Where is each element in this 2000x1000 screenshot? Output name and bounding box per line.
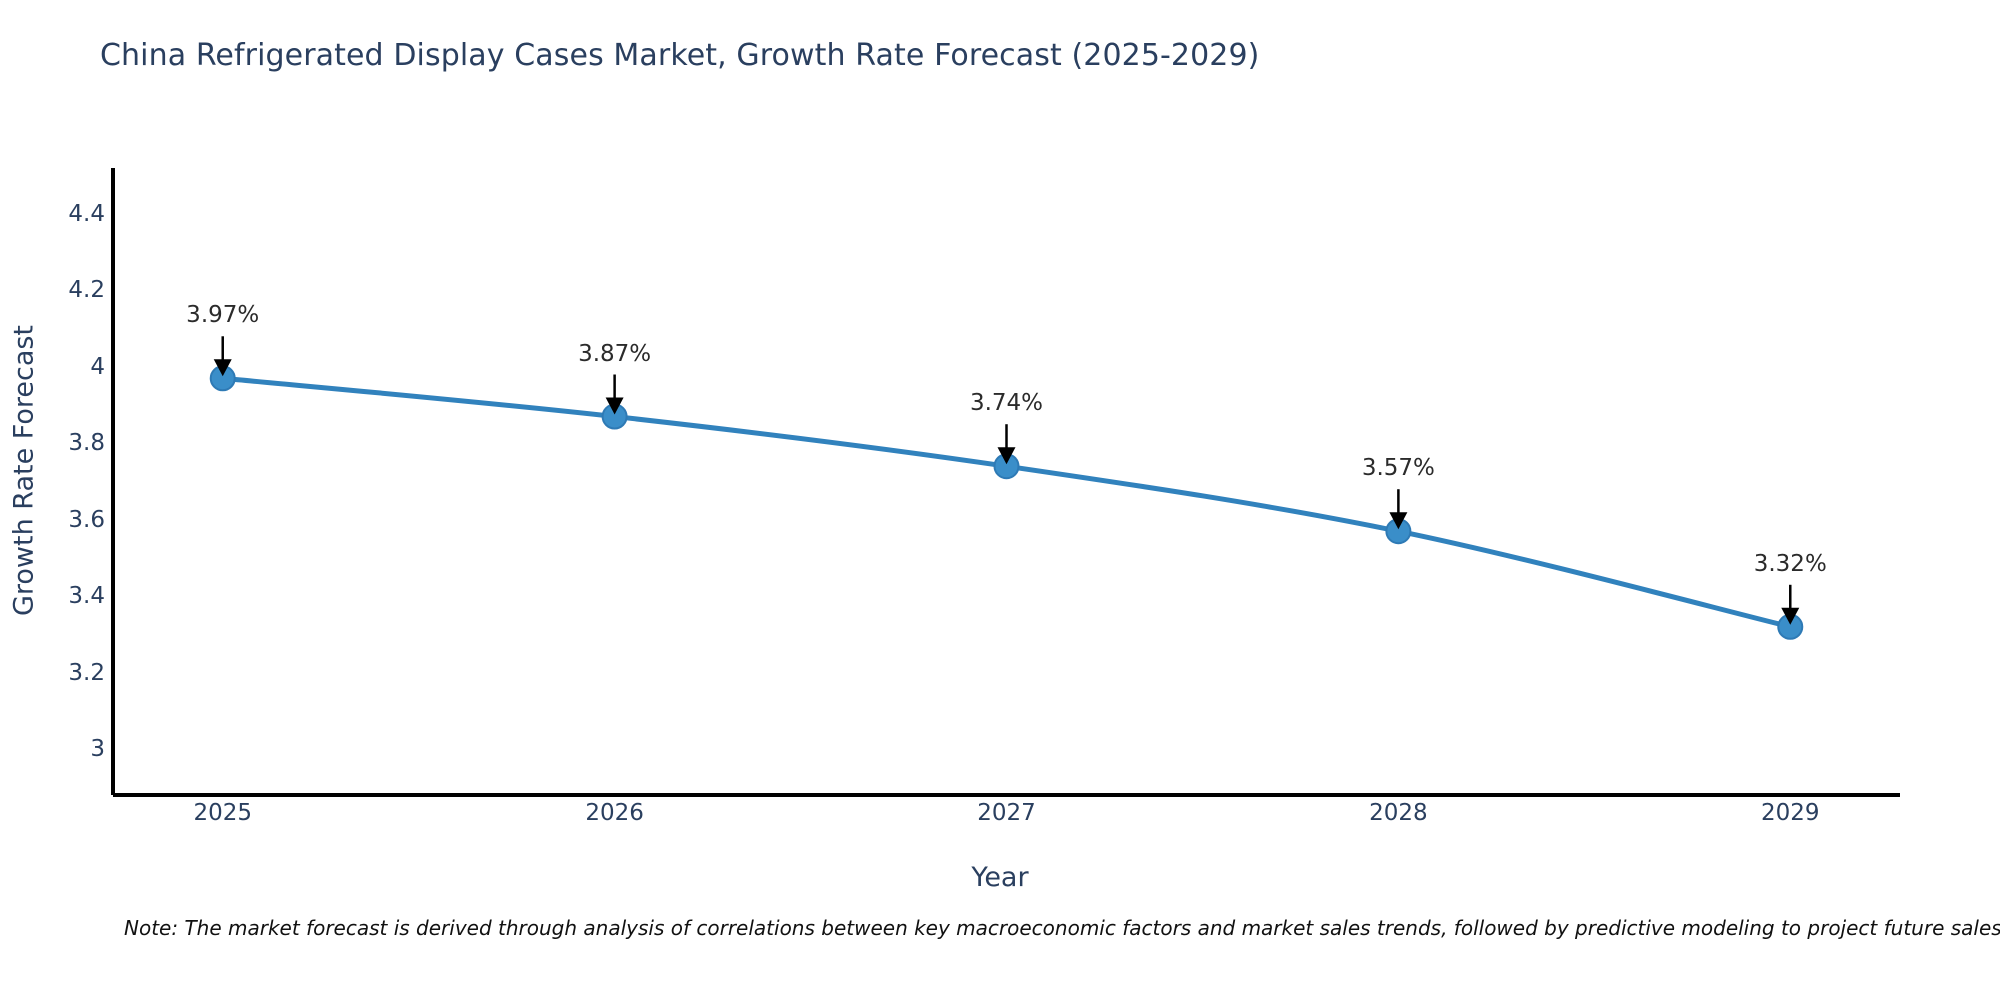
- annotation-arrows: [213, 336, 1800, 625]
- x-tick-label: 2026: [585, 800, 644, 826]
- x-axis-title: Year: [971, 862, 1029, 893]
- data-point-label: 3.57%: [1361, 455, 1435, 482]
- data-point-label: 3.32%: [1753, 550, 1827, 577]
- y-tick-label: 3.6: [68, 506, 105, 533]
- arrow-down-icon-head: [605, 397, 624, 415]
- arrow-down-icon-head: [1781, 607, 1800, 625]
- y-tick-label: 4: [90, 353, 105, 380]
- chart-title: China Refrigerated Display Cases Market,…: [100, 38, 1260, 73]
- y-tick-label: 4.2: [68, 277, 105, 304]
- y-tick-label: 4.4: [68, 200, 105, 227]
- arrow-down-icon-head: [213, 359, 232, 377]
- arrow-down-icon-head: [997, 447, 1016, 465]
- data-point-markers: [209, 365, 1804, 640]
- arrow-down-icon-head: [1389, 512, 1408, 530]
- x-tick-label: 2029: [1760, 800, 1820, 826]
- x-tick-label: 2025: [193, 800, 252, 826]
- data-point-label: 3.87%: [578, 340, 652, 367]
- x-tick-label: 2028: [1369, 800, 1428, 826]
- data-point-label: 3.74%: [969, 390, 1044, 417]
- y-tick-label: 3.8: [68, 430, 105, 457]
- y-tick-label: 3.4: [68, 583, 105, 610]
- chart-footnote: Note: The market forecast is derived thr…: [124, 916, 2000, 940]
- x-tick-label: 2027: [977, 800, 1036, 826]
- y-tick-label: 3: [90, 736, 105, 763]
- data-point-label: 3.97%: [186, 302, 260, 329]
- y-tick-label: 3.2: [68, 659, 105, 686]
- y-axis-tick-labels: 4.4 4.2 4 3.8 3.6 3.4 3.2 3: [0, 0, 105, 1000]
